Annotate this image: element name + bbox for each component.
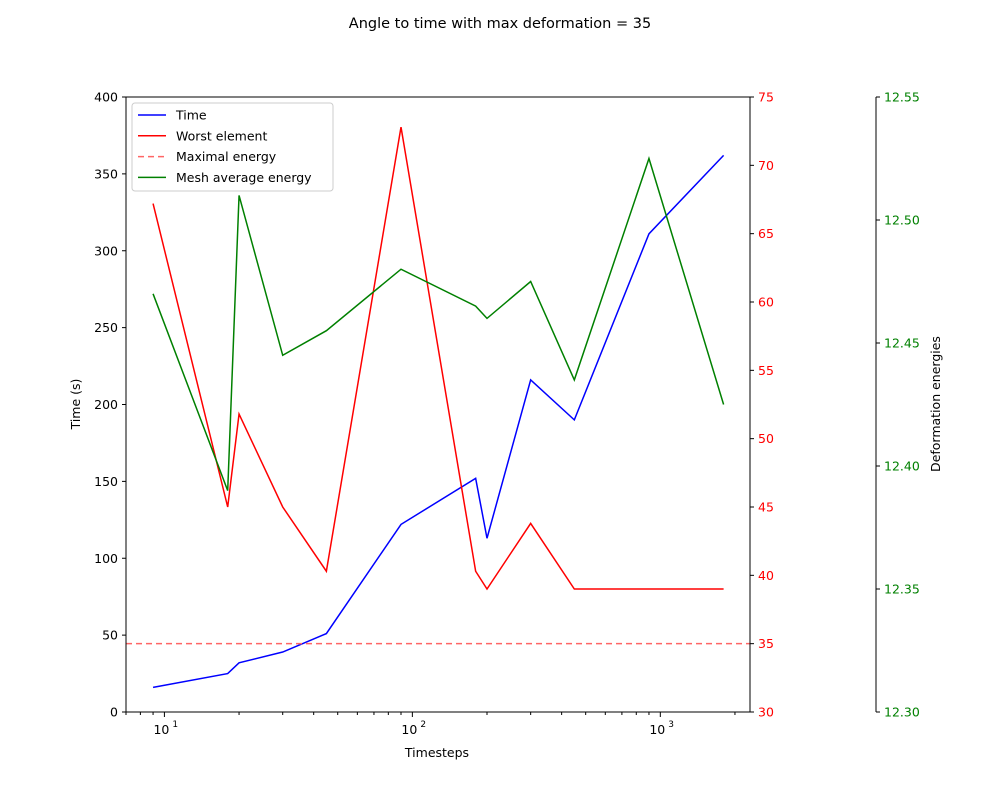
- x-tick-label: 10: [401, 722, 417, 737]
- legend-box: [131, 102, 334, 192]
- x-tick-label: 10: [649, 722, 665, 737]
- chart-title: Angle to time with max deformation = 35: [349, 16, 651, 32]
- y-left-tick-label: 150: [94, 474, 118, 489]
- x-tick-label: 10: [153, 722, 169, 737]
- y-right1-tick-label: 35: [758, 636, 774, 651]
- legend-label: Mesh average energy: [176, 170, 312, 185]
- legend-label: Worst element: [176, 128, 267, 143]
- y-right1-tick-label: 40: [758, 568, 774, 583]
- y-right1-tick-label: 60: [758, 295, 774, 310]
- y-right2-tick-label: 12.30: [884, 705, 920, 720]
- y-right2-tick-label: 12.55: [884, 90, 920, 105]
- series-line-worst-element: [152, 126, 724, 591]
- legend-label: Time: [175, 108, 207, 123]
- x-tick-exponent: 2: [420, 720, 426, 730]
- y-left-tick-label: 0: [110, 705, 118, 720]
- y-right2-tick-label: 12.35: [884, 582, 920, 597]
- y-left-tick-label: 350: [94, 166, 118, 181]
- series-layer: [126, 126, 750, 689]
- y-axis-left-label: Time (s): [68, 379, 83, 431]
- x-tick-exponent: 1: [172, 720, 178, 730]
- y-right2-tick-label: 12.40: [884, 459, 920, 474]
- y-right1-tick-label: 30: [758, 705, 774, 720]
- y-right2-tick-label: 12.50: [884, 213, 920, 228]
- y-left-tick-label: 100: [94, 551, 118, 566]
- series-line-mesh-average-energy: [152, 156, 725, 491]
- y-axis-right2-label: Deformation energies: [928, 336, 943, 472]
- legend: Time Worst element Maximal energy Mesh aver…: [131, 102, 334, 192]
- y-right1-tick-label: 55: [758, 363, 774, 378]
- axis-layer: 0 50 100 150 200 250 300 350 400 30 35 40 45 50 55 60 65…: [94, 90, 920, 738]
- y-right1-tick-label: 75: [758, 90, 774, 105]
- y-left-tick-label: 250: [94, 320, 118, 335]
- y-right1-tick-label: 45: [758, 500, 774, 515]
- y-left-tick-label: 400: [94, 90, 118, 105]
- series-line-time: [152, 154, 725, 689]
- x-axis-label: Timesteps: [404, 745, 469, 760]
- y-right1-tick-label: 65: [758, 226, 774, 241]
- y-left-tick-label: 200: [94, 397, 118, 412]
- x-tick-exponent: 3: [668, 720, 674, 730]
- y-right1-tick-label: 70: [758, 158, 774, 173]
- y-right1-tick-label: 50: [758, 431, 774, 446]
- legend-label: Maximal energy: [176, 149, 277, 164]
- y-right2-tick-label: 12.45: [884, 336, 920, 351]
- y-left-tick-label: 50: [102, 628, 118, 643]
- y-left-tick-label: 300: [94, 243, 118, 258]
